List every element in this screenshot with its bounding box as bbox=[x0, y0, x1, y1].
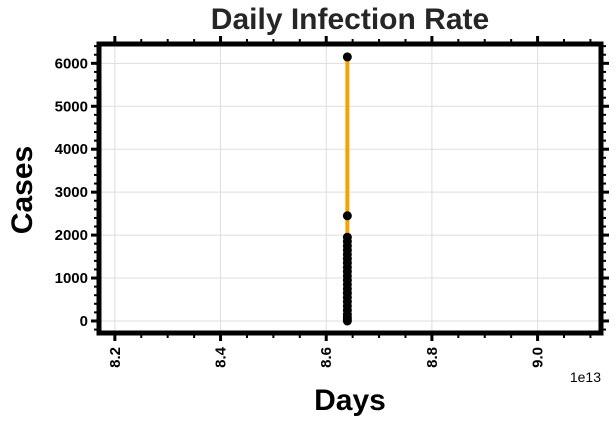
grid bbox=[99, 44, 601, 333]
y-tick-label: 4000 bbox=[55, 141, 88, 158]
x-tick-label: 8.4 bbox=[213, 346, 230, 368]
x-axis-label: Days bbox=[314, 384, 386, 417]
y-tick-label: 2000 bbox=[55, 227, 88, 244]
y-tick-label: 1000 bbox=[55, 270, 88, 287]
x-tick-label: 8.6 bbox=[318, 347, 335, 368]
x-ticks: 8.2 8.4 8.6 8.8 9.0 bbox=[107, 36, 547, 368]
y-tick-label: 0 bbox=[80, 313, 88, 330]
y-ticks: 0 1000 2000 3000 4000 5000 6000 bbox=[55, 55, 609, 330]
y-tick-label: 3000 bbox=[55, 184, 88, 201]
data-point bbox=[342, 316, 352, 326]
plot-frame bbox=[96, 41, 604, 336]
x-tick-label: 8.2 bbox=[107, 347, 124, 368]
data-point bbox=[342, 52, 352, 62]
x-offset-label: 1e13 bbox=[570, 369, 601, 385]
x-tick-label: 8.8 bbox=[424, 347, 441, 368]
data-point bbox=[342, 211, 352, 221]
chart-title: Daily Infection Rate bbox=[211, 3, 489, 36]
y-tick-label: 5000 bbox=[55, 98, 88, 115]
x-tick-label: 9.0 bbox=[530, 347, 547, 368]
y-axis-label: Cases bbox=[6, 146, 39, 234]
series bbox=[342, 52, 352, 326]
y-tick-label: 6000 bbox=[55, 55, 88, 72]
minor-ticks bbox=[94, 39, 606, 338]
